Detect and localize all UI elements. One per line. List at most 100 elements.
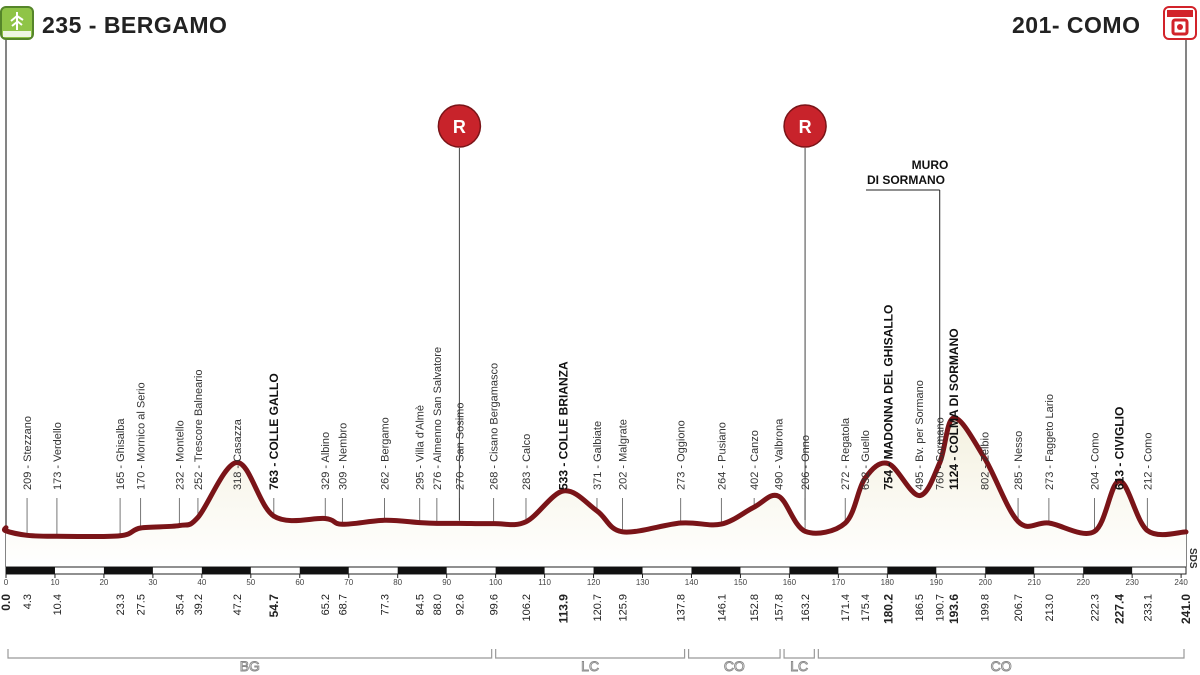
km-label: 0.0 <box>0 594 13 611</box>
place-label: 264 - Pusiano <box>716 422 728 490</box>
place-label: 285 - Nesso <box>1013 431 1025 490</box>
km-label: 186.5 <box>914 594 926 622</box>
place-label: 270 - San Sosimo <box>454 403 466 490</box>
tick-label: 40 <box>197 578 206 587</box>
place-label: 495 - Bv. per Sormano <box>914 380 926 490</box>
scale-bar-segment <box>495 567 545 574</box>
place-label: 232 - Montello <box>174 420 186 490</box>
province-label: CO <box>991 658 1012 674</box>
km-label: 175.4 <box>860 594 872 622</box>
tick-label: 30 <box>148 578 157 587</box>
scale-bar-segment <box>985 567 1035 574</box>
tick-label: 80 <box>393 578 402 587</box>
place-label: 329 - Albino <box>320 432 332 490</box>
km-label: 199.8 <box>979 594 991 622</box>
km-label: 193.6 <box>947 594 961 624</box>
province-bracket <box>495 649 686 659</box>
scale-bar-segment <box>593 567 643 574</box>
km-label: 227.4 <box>1112 594 1126 624</box>
km-label: 27.5 <box>136 594 148 615</box>
tick-label: 170 <box>832 578 846 587</box>
tick-label: 160 <box>783 578 797 587</box>
province-label: BG <box>240 658 260 674</box>
km-label: 113.9 <box>557 594 571 624</box>
km-label: 92.6 <box>454 594 466 615</box>
tick-label: 0 <box>4 578 9 587</box>
side-label: SDS <box>1187 548 1198 569</box>
tick-label: 180 <box>881 578 895 587</box>
cumulative-km-labels: 0.0 4.3 10.4 23.3 27.5 35.4 39.2 47.2 54.7 65.2 68… <box>0 594 1193 624</box>
start-flag-icon <box>0 6 34 40</box>
place-labels: 209 - Stezzano 173 - Verdello 165 - Ghisal… <box>22 305 1154 490</box>
km-label: 47.2 <box>232 594 244 615</box>
place-label: 202 - Malgrate <box>617 419 629 490</box>
tick-label: 150 <box>734 578 748 587</box>
km-tick-labels: 0 10 20 30 40 50 60 70 80 90 100 110 120 130 140 150 160… <box>4 574 1188 587</box>
tick-label: 200 <box>979 578 993 587</box>
tick-label: 20 <box>99 578 108 587</box>
tick-label: 240 <box>1174 578 1188 587</box>
km-label: 4.3 <box>22 594 34 609</box>
summit-label: 533 - COLLE BRIANZA <box>557 361 571 490</box>
place-label: 273 - Faggeto Lario <box>1044 394 1056 490</box>
elevation-area <box>4 417 1186 567</box>
start-label: 235 - BERGAMO <box>42 12 228 38</box>
km-label: 233.1 <box>1142 594 1154 622</box>
scale-bar-segment <box>103 567 153 574</box>
summit-label: 763 - COLLE GALLO <box>267 373 281 490</box>
km-label: 213.0 <box>1044 594 1056 622</box>
place-label: 760 - Sormano <box>935 417 947 490</box>
tick-label: 70 <box>344 578 353 587</box>
province-label: CO <box>724 658 745 674</box>
summit-label: 1124 - COLMA DI SORMANO <box>947 328 961 490</box>
scale-bar-segment <box>1083 567 1133 574</box>
place-label: 262 - Bergamo <box>379 417 391 490</box>
km-label: 171.4 <box>840 594 852 622</box>
province-bracket <box>783 649 815 659</box>
place-label: 209 - Stezzano <box>22 416 34 490</box>
km-label: 222.3 <box>1089 594 1101 622</box>
place-label: 295 - Villa d'Almè <box>415 405 427 490</box>
province-bracket <box>687 649 781 659</box>
tick-label: 110 <box>538 578 551 587</box>
scale-bar-segment <box>691 567 741 574</box>
place-label: 371 - Galbiate <box>592 421 604 490</box>
tick-label: 50 <box>246 578 255 587</box>
km-label: 77.3 <box>379 594 391 615</box>
place-label: 309 - Nembro <box>337 423 349 490</box>
wall-label: DI SORMANO <box>867 173 945 187</box>
place-label: 173 - Verdello <box>52 422 64 490</box>
tick-label: 140 <box>685 578 699 587</box>
scale-bar-segment <box>201 567 251 574</box>
province-brackets: BG LC CO LC CO <box>7 649 1185 674</box>
tick-label: 60 <box>295 578 304 587</box>
scale-bar-segment <box>887 567 937 574</box>
place-label: 268 - Cisano Bergamasco <box>489 363 501 490</box>
km-label: 146.1 <box>716 594 728 622</box>
place-label: 318 - Casazza <box>232 418 244 490</box>
km-scale-bar <box>5 566 1187 575</box>
km-label: 206.7 <box>1013 594 1025 622</box>
km-label: 23.3 <box>115 594 127 615</box>
summit-label: 613 - CIVIGLIO <box>1112 407 1126 490</box>
place-label: 632 - Guello <box>860 430 872 490</box>
place-label: 170 - Mornico al Serio <box>136 382 148 490</box>
km-label: 39.2 <box>193 594 205 615</box>
tick-label: 210 <box>1028 578 1042 587</box>
province-bracket <box>7 649 493 659</box>
place-label: 490 - Valbrona <box>774 418 786 490</box>
place-label: 272 - Regatola <box>840 417 852 490</box>
tick-label: 190 <box>930 578 944 587</box>
scale-bar-segment <box>789 567 839 574</box>
place-label: 252 - Trescore Balneario <box>193 370 205 490</box>
place-label: 273 - Oggiono <box>676 420 688 490</box>
km-label: 152.8 <box>749 594 761 622</box>
place-label: 206 - Onno <box>800 435 812 490</box>
km-label: 99.6 <box>489 594 501 615</box>
km-label: 88.0 <box>432 594 444 615</box>
elevation-profile-line <box>1 415 1189 540</box>
tick-label: 120 <box>587 578 601 587</box>
km-label: 10.4 <box>52 594 64 615</box>
